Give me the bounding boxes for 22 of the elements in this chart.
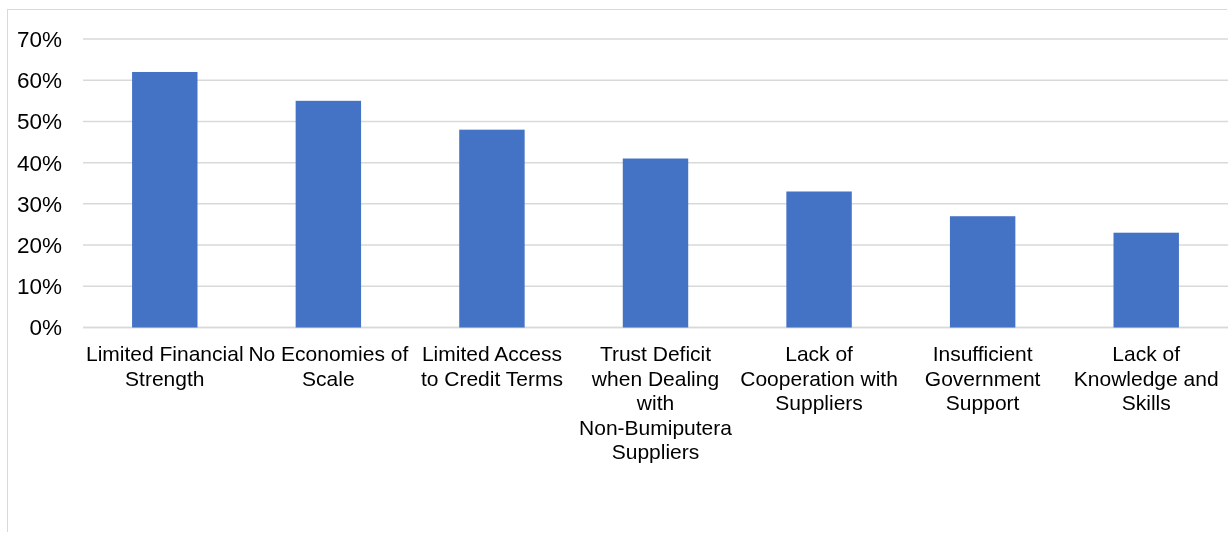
bar bbox=[459, 129, 525, 328]
bar bbox=[786, 191, 852, 328]
bar bbox=[622, 158, 689, 328]
y-tick-label: 70% bbox=[16, 26, 62, 52]
y-tick-label: 40% bbox=[16, 150, 62, 176]
x-tick-label: Trust Deficit when Dealing with Non-Bumiputera Suppliers bbox=[579, 342, 733, 463]
x-tick-label: Lack of Cooperation with Suppliers bbox=[740, 342, 898, 414]
y-tick-label: 60% bbox=[16, 68, 62, 94]
x-tick-label: Limited Access to Credit Terms bbox=[420, 342, 563, 390]
x-tick-label: Limited Financial Strength bbox=[86, 342, 244, 390]
x-tick-label: Lack of Knowledge and Skills bbox=[1073, 342, 1219, 414]
bar bbox=[949, 216, 1016, 328]
bar bbox=[132, 71, 198, 328]
y-tick-label: 0% bbox=[29, 315, 62, 341]
y-tick-label: 20% bbox=[16, 232, 62, 258]
x-tick-label: No Economies of Scale bbox=[248, 342, 409, 390]
y-tick-label: 30% bbox=[16, 191, 62, 217]
bar bbox=[295, 100, 362, 328]
y-tick-label: 50% bbox=[16, 109, 62, 135]
x-tick-label: Insufficient Government Support bbox=[924, 342, 1041, 414]
y-tick-label: 10% bbox=[16, 274, 62, 300]
bar bbox=[1113, 232, 1179, 328]
